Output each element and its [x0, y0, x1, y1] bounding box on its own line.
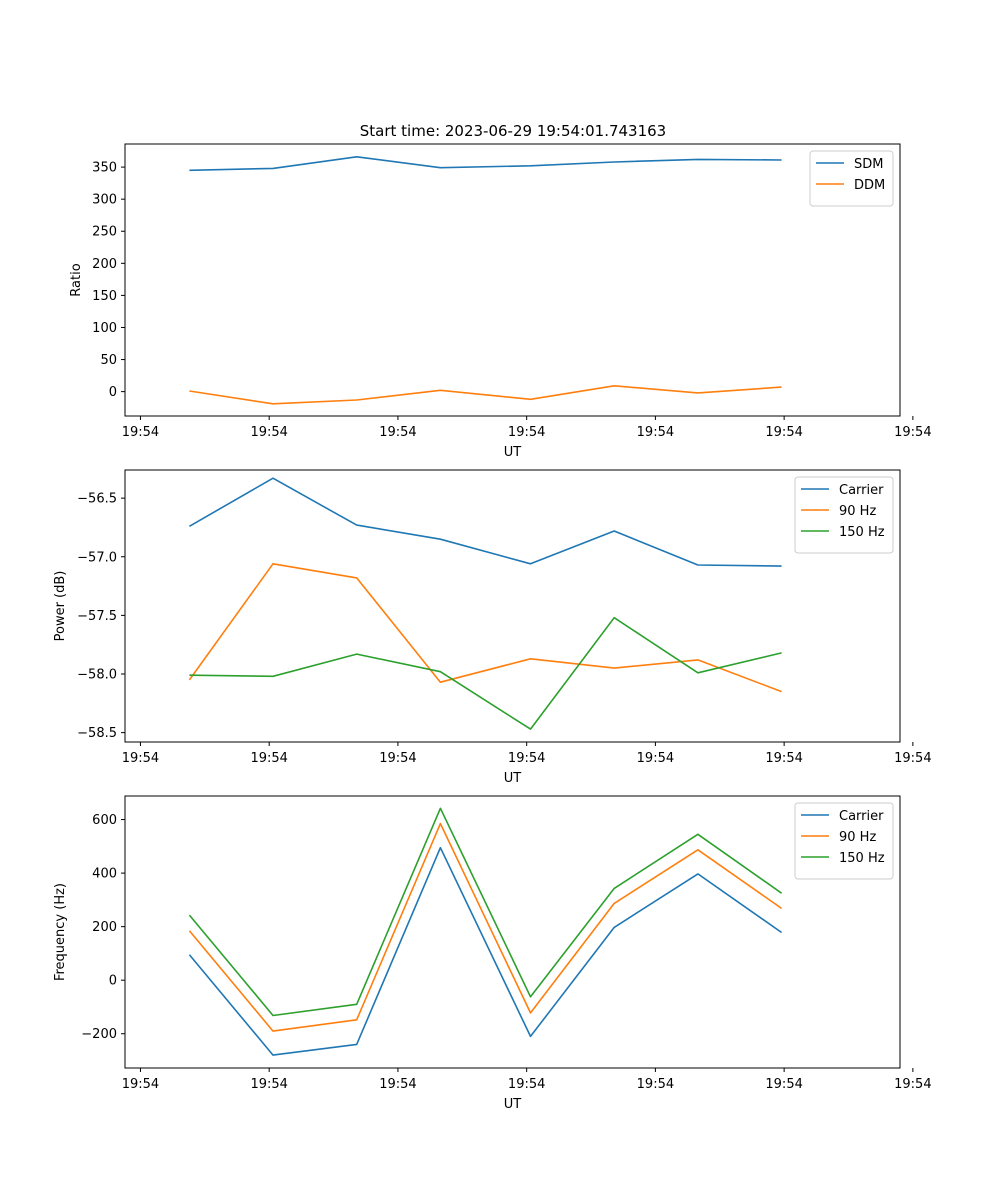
y-tick-label: −200 [81, 1027, 117, 1042]
panel-2: 19:5419:5419:5419:5419:5419:5419:5419:55… [53, 469, 932, 786]
series-line-carrier [188, 846, 783, 1056]
x-tick-label: 19:54 [637, 1077, 674, 1092]
x-tick-label: 19:54 [894, 751, 931, 766]
legend: Carrier 90 Hz 150 Hz [794, 476, 894, 554]
legend-label: 150 Hz [839, 851, 885, 866]
x-tick-label: 19:54 [250, 425, 287, 440]
y-tick-label: 100 [92, 321, 117, 336]
series-line-150-hz [189, 616, 782, 730]
axes-frame [124, 795, 901, 1069]
x-tick-label: 19:54 [379, 751, 416, 766]
x-tick-label: 19:54 [508, 1077, 545, 1092]
series-line-sdm [189, 156, 782, 172]
series-line-150-hz [188, 807, 783, 1017]
x-tick-label: 19:54 [765, 751, 802, 766]
legend-label: 90 Hz [839, 504, 876, 519]
x-tick-label: 19:54 [508, 425, 545, 440]
axes-frame [124, 469, 901, 743]
x-tick-label: 19:54 [765, 425, 802, 440]
legend-label: DDM [854, 178, 885, 193]
x-tick-label: 19:54 [122, 751, 159, 766]
series-line-carrier [189, 477, 782, 567]
y-tick-label: 200 [92, 920, 117, 935]
x-tick-label: 19:54 [250, 751, 287, 766]
y-tick-label: 400 [92, 867, 117, 882]
x-tick-label: 19:54 [379, 1077, 416, 1092]
x-axis-label: UT [504, 445, 522, 460]
x-tick-label: 19:54 [122, 1077, 159, 1092]
legend-label: SDM [854, 157, 883, 172]
y-tick-label: 0 [109, 385, 117, 400]
legend-box [794, 476, 894, 554]
y-axis-label: Frequency (Hz) [53, 883, 68, 981]
x-tick-label: 19:54 [379, 425, 416, 440]
x-tick-label: 19:54 [122, 425, 159, 440]
legend-label: Carrier [839, 483, 884, 498]
x-axis-label: UT [504, 771, 522, 786]
x-tick-label: 19:54 [250, 1077, 287, 1092]
x-tick-label: 19:54 [637, 425, 674, 440]
legend-label: Carrier [839, 809, 884, 824]
y-tick-label: 600 [92, 813, 117, 828]
legend: Carrier 90 Hz 150 Hz [794, 802, 894, 880]
y-tick-label: 350 [92, 161, 117, 176]
y-tick-label: 150 [92, 289, 117, 304]
y-axis-label: Ratio [69, 263, 84, 296]
legend: SDM DDM [809, 150, 894, 207]
series-line-90-hz [188, 822, 783, 1032]
legend-label: 90 Hz [839, 830, 876, 845]
legend-box [794, 802, 894, 880]
series-line-ddm [189, 384, 782, 405]
x-tick-label: 19:54 [894, 1077, 931, 1092]
x-tick-label: 19:54 [637, 751, 674, 766]
x-tick-label: 19:54 [894, 425, 931, 440]
legend-label: 150 Hz [839, 525, 885, 540]
series-line-90-hz [188, 562, 782, 693]
y-tick-label: −57.5 [77, 609, 117, 624]
axes-frame [124, 143, 901, 417]
y-tick-label: −56.5 [77, 492, 117, 507]
y-tick-label: 250 [92, 225, 117, 240]
y-tick-label: 50 [100, 353, 117, 368]
legend-box [809, 150, 894, 207]
panel-3: 19:5419:5419:5419:5419:5419:5419:5419:55… [53, 795, 932, 1112]
x-axis-label: UT [504, 1097, 522, 1112]
y-tick-label: −58.5 [77, 726, 117, 741]
y-tick-label: 0 [109, 974, 117, 989]
y-tick-label: −58.0 [77, 668, 117, 683]
y-axis-label: Power (dB) [53, 571, 68, 642]
panel-1: 19:5419:5419:5419:5419:5419:5419:5419:55… [69, 143, 932, 460]
x-tick-label: 19:54 [508, 751, 545, 766]
y-tick-label: 300 [92, 193, 117, 208]
y-tick-label: 200 [92, 257, 117, 272]
x-tick-label: 19:54 [765, 1077, 802, 1092]
chart-title: Start time: 2023-06-29 19:54:01.743163 [360, 122, 666, 140]
y-tick-label: −57.0 [77, 550, 117, 565]
